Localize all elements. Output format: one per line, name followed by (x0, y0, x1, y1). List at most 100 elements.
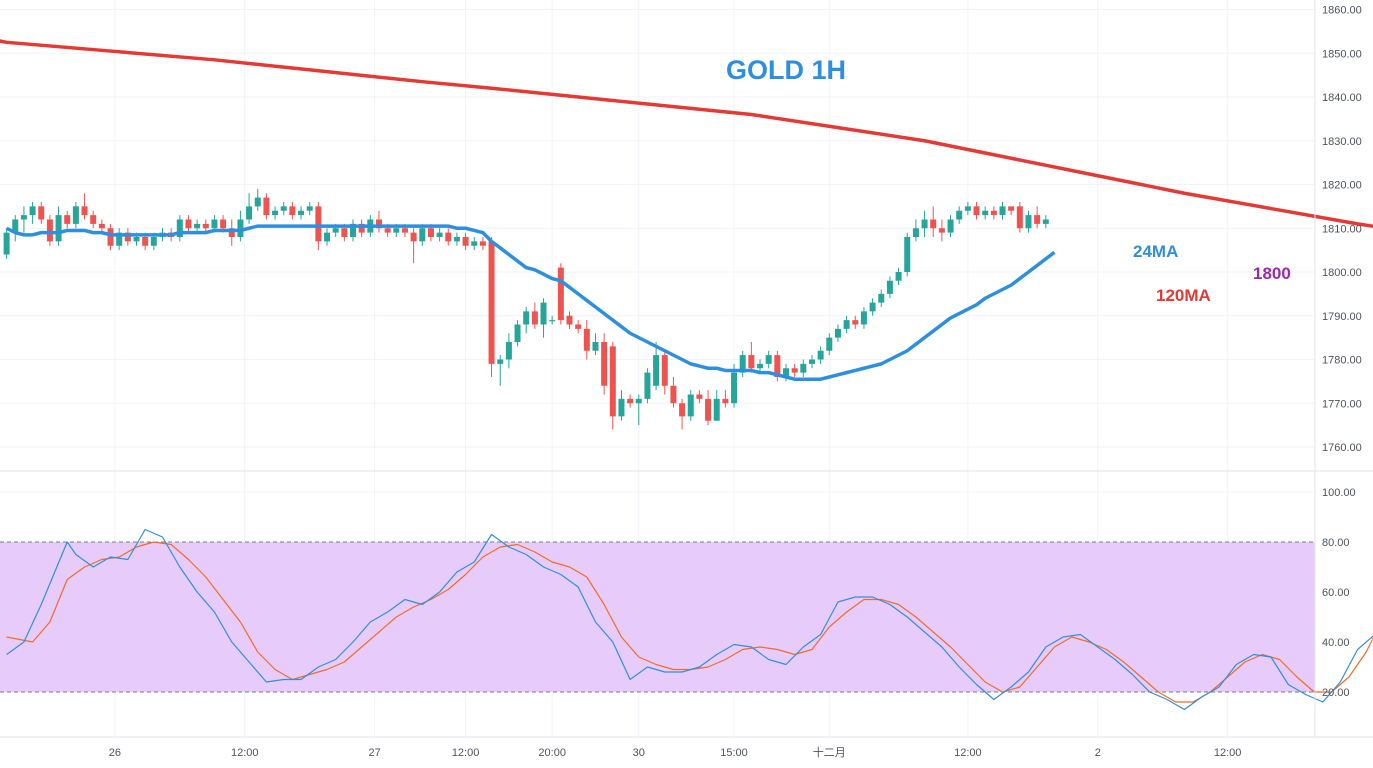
candle (280, 202, 287, 216)
stoch-tick-label: 20.00 (1322, 687, 1350, 699)
candle (687, 390, 694, 421)
candle (921, 210, 928, 237)
price-tick-label: 1760.00 (1322, 442, 1362, 454)
candle (601, 333, 608, 395)
candle (739, 350, 746, 377)
candle (29, 202, 36, 224)
candle-body (272, 210, 279, 216)
candle-body (306, 206, 313, 211)
candle (1042, 215, 1049, 229)
candle (791, 363, 798, 377)
candle (453, 232, 460, 246)
candle-body (72, 206, 79, 224)
candle (479, 237, 486, 251)
candle-body (843, 320, 850, 329)
candle (3, 228, 10, 259)
candle-body (1025, 215, 1032, 229)
candle-body (549, 320, 556, 322)
time-tick-label: 27 (369, 747, 381, 759)
candle-body (566, 315, 573, 325)
candle-body (895, 272, 902, 281)
candle-body (583, 328, 590, 351)
candle (765, 350, 772, 369)
candle (575, 320, 582, 334)
candle-body (575, 324, 582, 329)
stoch-tick-label: 60.00 (1322, 587, 1350, 599)
candle-body (150, 237, 157, 246)
candle-body (263, 197, 270, 216)
candle-body (280, 206, 287, 211)
candle-body (930, 219, 937, 229)
candle (90, 210, 97, 229)
chart-title: GOLD 1H (726, 55, 846, 85)
candle-body (912, 228, 919, 237)
candle (1034, 206, 1041, 229)
candle (886, 276, 893, 299)
candle (956, 206, 963, 224)
candle (98, 219, 105, 233)
candle-body (774, 355, 781, 377)
ma24-line (5, 224, 1056, 381)
candle (549, 315, 556, 325)
candle (609, 342, 616, 430)
candle (1008, 206, 1015, 216)
price-tick-label: 1820.00 (1322, 180, 1362, 192)
candle-body (731, 372, 738, 404)
candle (627, 394, 634, 408)
ma24-layer (5, 224, 1056, 381)
candle (722, 390, 729, 408)
candle (843, 315, 850, 334)
candle (46, 215, 53, 246)
candle-body (653, 355, 660, 386)
candle-body (601, 342, 608, 386)
candle (982, 206, 989, 220)
candle (254, 188, 261, 211)
candle (999, 202, 1006, 220)
candle-body (982, 210, 989, 216)
candle (713, 390, 720, 421)
time-tick-label: 15:00 (720, 747, 748, 759)
candle (12, 215, 19, 242)
ma120-line (0, 39, 1373, 228)
candle (176, 215, 183, 242)
time-tick-label: 26 (109, 747, 121, 759)
candle (185, 215, 192, 233)
candle (107, 223, 114, 251)
candle-body (973, 206, 980, 216)
candle-body (531, 311, 538, 325)
candle (869, 298, 876, 316)
candle-body (393, 228, 400, 233)
candle-body (107, 228, 114, 246)
candle-body (705, 398, 712, 421)
candle-body (427, 228, 434, 237)
candle-body (124, 232, 131, 242)
candle (246, 193, 253, 224)
price-tick-label: 1800.00 (1322, 267, 1362, 279)
candle (895, 267, 902, 286)
time-tick-label: 12:00 (231, 747, 259, 759)
candle-body (1042, 219, 1049, 224)
candle-body (592, 342, 599, 351)
candle-body (1034, 215, 1041, 224)
candle-body (817, 350, 824, 360)
candle-body (834, 328, 841, 338)
candle-body (791, 368, 798, 373)
candle (436, 228, 443, 242)
price-tick-label: 1830.00 (1322, 136, 1362, 148)
candle-body (341, 228, 348, 237)
candle-body (757, 363, 764, 369)
price-tick-label: 1770.00 (1322, 398, 1362, 410)
candle (81, 193, 88, 220)
candle (583, 320, 590, 360)
candle-body (471, 241, 478, 246)
candle-body (116, 232, 123, 246)
candle-body (254, 197, 261, 207)
candle-body (679, 403, 686, 417)
candle-body (419, 228, 426, 242)
candle-body (64, 215, 71, 224)
candle-body (783, 368, 789, 377)
price-tick-label: 1780.00 (1322, 355, 1362, 367)
